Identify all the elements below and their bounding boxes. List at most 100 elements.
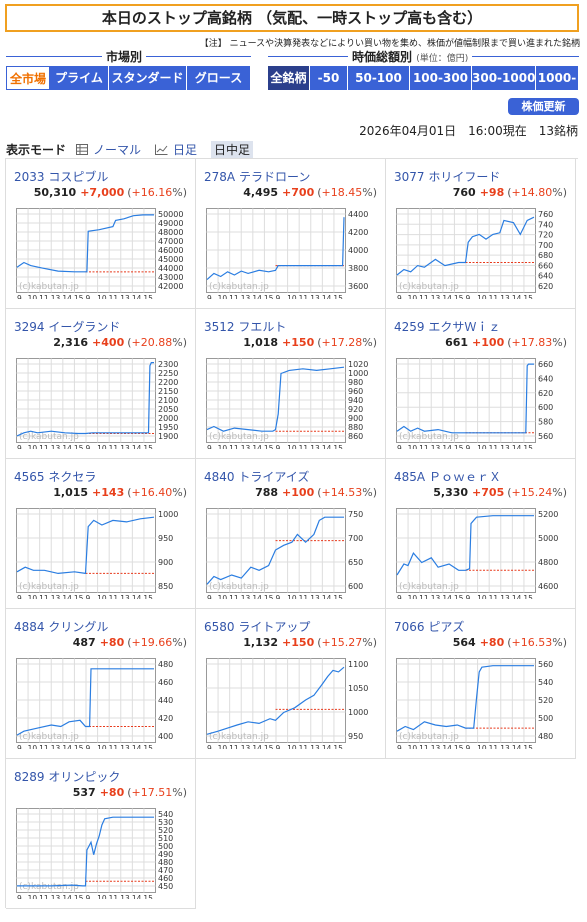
chart-xtick: 10 [97, 444, 107, 449]
chart-xtick: 10 [287, 594, 297, 599]
chart-xtick: 11 [489, 744, 499, 749]
stock-card[interactable]: 7066 ピアズ 564 +80 (+16.53%) 560 540 520 500 480 9 1… [386, 609, 576, 759]
price-line [206, 666, 345, 735]
stock-card[interactable]: 3294 イーグランド 2,316 +400 (+20.88%) 2300 2250 220… [6, 309, 196, 459]
stock-card[interactable]: 4840 トライアイズ 788 +100 (+14.53%) 750 700 650 600 9… [196, 459, 386, 609]
chart-ytick: 49000 [158, 219, 183, 228]
chart-ytick: 4800 [538, 558, 558, 567]
chart-xtick: 14 [512, 444, 522, 449]
mode-intraday[interactable]: 日中足 [211, 140, 254, 158]
chart-xtick: 14 [442, 744, 452, 749]
chart-xtick: 14 [252, 444, 262, 449]
stock-name: ホリイフード [428, 170, 501, 184]
stock-code: 4884 [14, 620, 45, 634]
stock-code-name[interactable]: 4884 クリングル [14, 618, 108, 635]
stock-card[interactable]: 3077 ホリイフード 760 +98 (+14.80%) 760 740 720 700 68… [386, 159, 576, 309]
chart-xtick: 13 [431, 594, 441, 599]
stock-card[interactable]: 2033 コスピブル 50,310 +7,000 (+16.16%) 50000 4900… [6, 159, 196, 309]
stock-code-name[interactable]: 3294 イーグランド [14, 318, 120, 335]
stock-card[interactable]: 278A テラドローン 4,495 +700 (+18.45%) 4400 4200 400… [196, 159, 386, 309]
chart-xtick: 9 [207, 744, 212, 749]
stock-price: 2,316 [53, 336, 89, 349]
page-title-box: 本日のストップ高銘柄 （気配、一時ストップ高も含む） [5, 4, 579, 32]
chart-xtick: 11 [299, 444, 309, 449]
cap-tab-50-100[interactable]: 50-100 [348, 66, 410, 90]
stock-card[interactable]: 4259 エクサＷｉｚ 661 +100 (+17.83%) 660 640 620 600 5… [386, 309, 576, 459]
chart-ytick: 1000 [348, 708, 368, 717]
chart-watermark: (c)kabutan.jp [399, 582, 459, 592]
stock-price: 487 [72, 636, 96, 649]
chart-xtick: 13 [310, 594, 320, 599]
stock-code-name[interactable]: 6580 ライトアップ [204, 618, 310, 635]
cap-tab-over1000[interactable]: 1000- [536, 66, 579, 90]
market-tab-all[interactable]: 全市場 [6, 66, 50, 90]
cap-tab-all[interactable]: 全銘柄 [268, 66, 310, 90]
market-tab-prime[interactable]: プライム [50, 66, 109, 90]
chart-xtick: 13 [120, 744, 130, 749]
chart-ytick: 3800 [348, 264, 368, 273]
stock-name: ネクセラ [48, 470, 97, 484]
stock-card[interactable]: 8289 オリンピック 537 +80 (+17.51%) 540 530 520 510 50… [6, 759, 196, 909]
stock-pct-value: +15.27 [321, 636, 363, 649]
mode-daily[interactable]: 日足 [155, 141, 197, 158]
stock-price: 4,495 [243, 186, 279, 199]
cap-tab-300-1000[interactable]: 300-1000 [472, 66, 536, 90]
market-tab-growth[interactable]: グロース [187, 66, 251, 90]
page-title: 本日のストップ高銘柄 （気配、一時ストップ高も含む） [101, 9, 483, 27]
cap-tab-under50[interactable]: -50 [310, 66, 348, 90]
chart-xtick: 14 [252, 744, 262, 749]
stock-code-name[interactable]: 8289 オリンピック [14, 768, 120, 785]
chart-xtick: 15 [74, 444, 84, 449]
refresh-price-button[interactable]: 株価更新 [508, 98, 579, 115]
stock-code-name[interactable]: 485A ＰｏｗｅｒＸ [394, 468, 501, 485]
chart-ytick: 560 [538, 660, 553, 669]
chart-xtick: 9 [276, 294, 281, 299]
chart-xtick: 14 [252, 594, 262, 599]
chart-xtick: 10 [408, 744, 418, 749]
chart-xtick: 10 [477, 444, 487, 449]
stock-code-name[interactable]: 278A テラドローン [204, 168, 310, 185]
chart-xtick: 13 [500, 444, 510, 449]
cap-tabs: 全銘柄 -50 50-100 100-300 300-1000 1000- [268, 66, 579, 90]
chart-watermark: (c)kabutan.jp [19, 282, 79, 292]
chart-xtick: 14 [132, 594, 142, 599]
stock-code-name[interactable]: 4259 エクサＷｉｚ [394, 318, 500, 335]
stock-price: 1,132 [243, 636, 279, 649]
stock-code-name[interactable]: 7066 ピアズ [394, 618, 464, 635]
chart-xtick: 11 [39, 294, 49, 299]
stock-code-name[interactable]: 2033 コスピブル [14, 168, 108, 185]
stock-code-name[interactable]: 4840 トライアイズ [204, 468, 309, 485]
chart-xtick: 10 [97, 294, 107, 299]
chart-xtick: 10 [408, 294, 418, 299]
stock-code-name[interactable]: 3077 ホリイフード [394, 168, 500, 185]
stock-code-name[interactable]: 4565 ネクセラ [14, 468, 96, 485]
chart-ytick: 900 [348, 414, 363, 423]
chart-ytick: 1950 [158, 423, 178, 432]
stock-card[interactable]: 6580 ライトアップ 1,132 +150 (+15.27%) 1100 1050 100… [196, 609, 386, 759]
stock-change: +100 [472, 336, 505, 349]
stock-code: 4840 [204, 470, 235, 484]
stock-pct: (+14.80%) [507, 186, 567, 199]
chart-ytick: 1100 [348, 660, 368, 669]
chart-xtick: 10 [28, 444, 38, 449]
chart-watermark: (c)kabutan.jp [19, 582, 79, 592]
stock-card[interactable]: 4565 ネクセラ 1,015 +143 (+16.40%) 1000 950 900 850… [6, 459, 196, 609]
stock-card[interactable]: 485A ＰｏｗｅｒＸ 5,330 +705 (+15.24%) 5200 5000 480… [386, 459, 576, 609]
chart-ytick: 680 [538, 251, 553, 260]
market-tab-standard[interactable]: スタンダード [109, 66, 187, 90]
stock-card[interactable]: 3512 フエルト 1,018 +150 (+17.28%) 1020 1000 980 96… [196, 309, 386, 459]
mode-normal[interactable]: ノーマル [76, 141, 141, 158]
stock-code: 2033 [14, 170, 45, 184]
stock-change: +80 [99, 786, 125, 799]
cap-group-label: 時価総額別 [352, 50, 413, 64]
cap-tab-100-300[interactable]: 100-300 [410, 66, 472, 90]
stock-pct: (+14.53%) [317, 486, 377, 499]
chart-ytick: 650 [348, 558, 363, 567]
stock-price: 5,330 [433, 486, 469, 499]
stock-name: トライアイズ [238, 470, 310, 484]
stock-code-name[interactable]: 3512 フエルト [204, 318, 286, 335]
chart-xtick: 13 [500, 294, 510, 299]
chart-xtick: 10 [97, 744, 107, 749]
stock-card[interactable]: 4884 クリングル 487 +80 (+19.66%) 480 460 440 420 400… [6, 609, 196, 759]
